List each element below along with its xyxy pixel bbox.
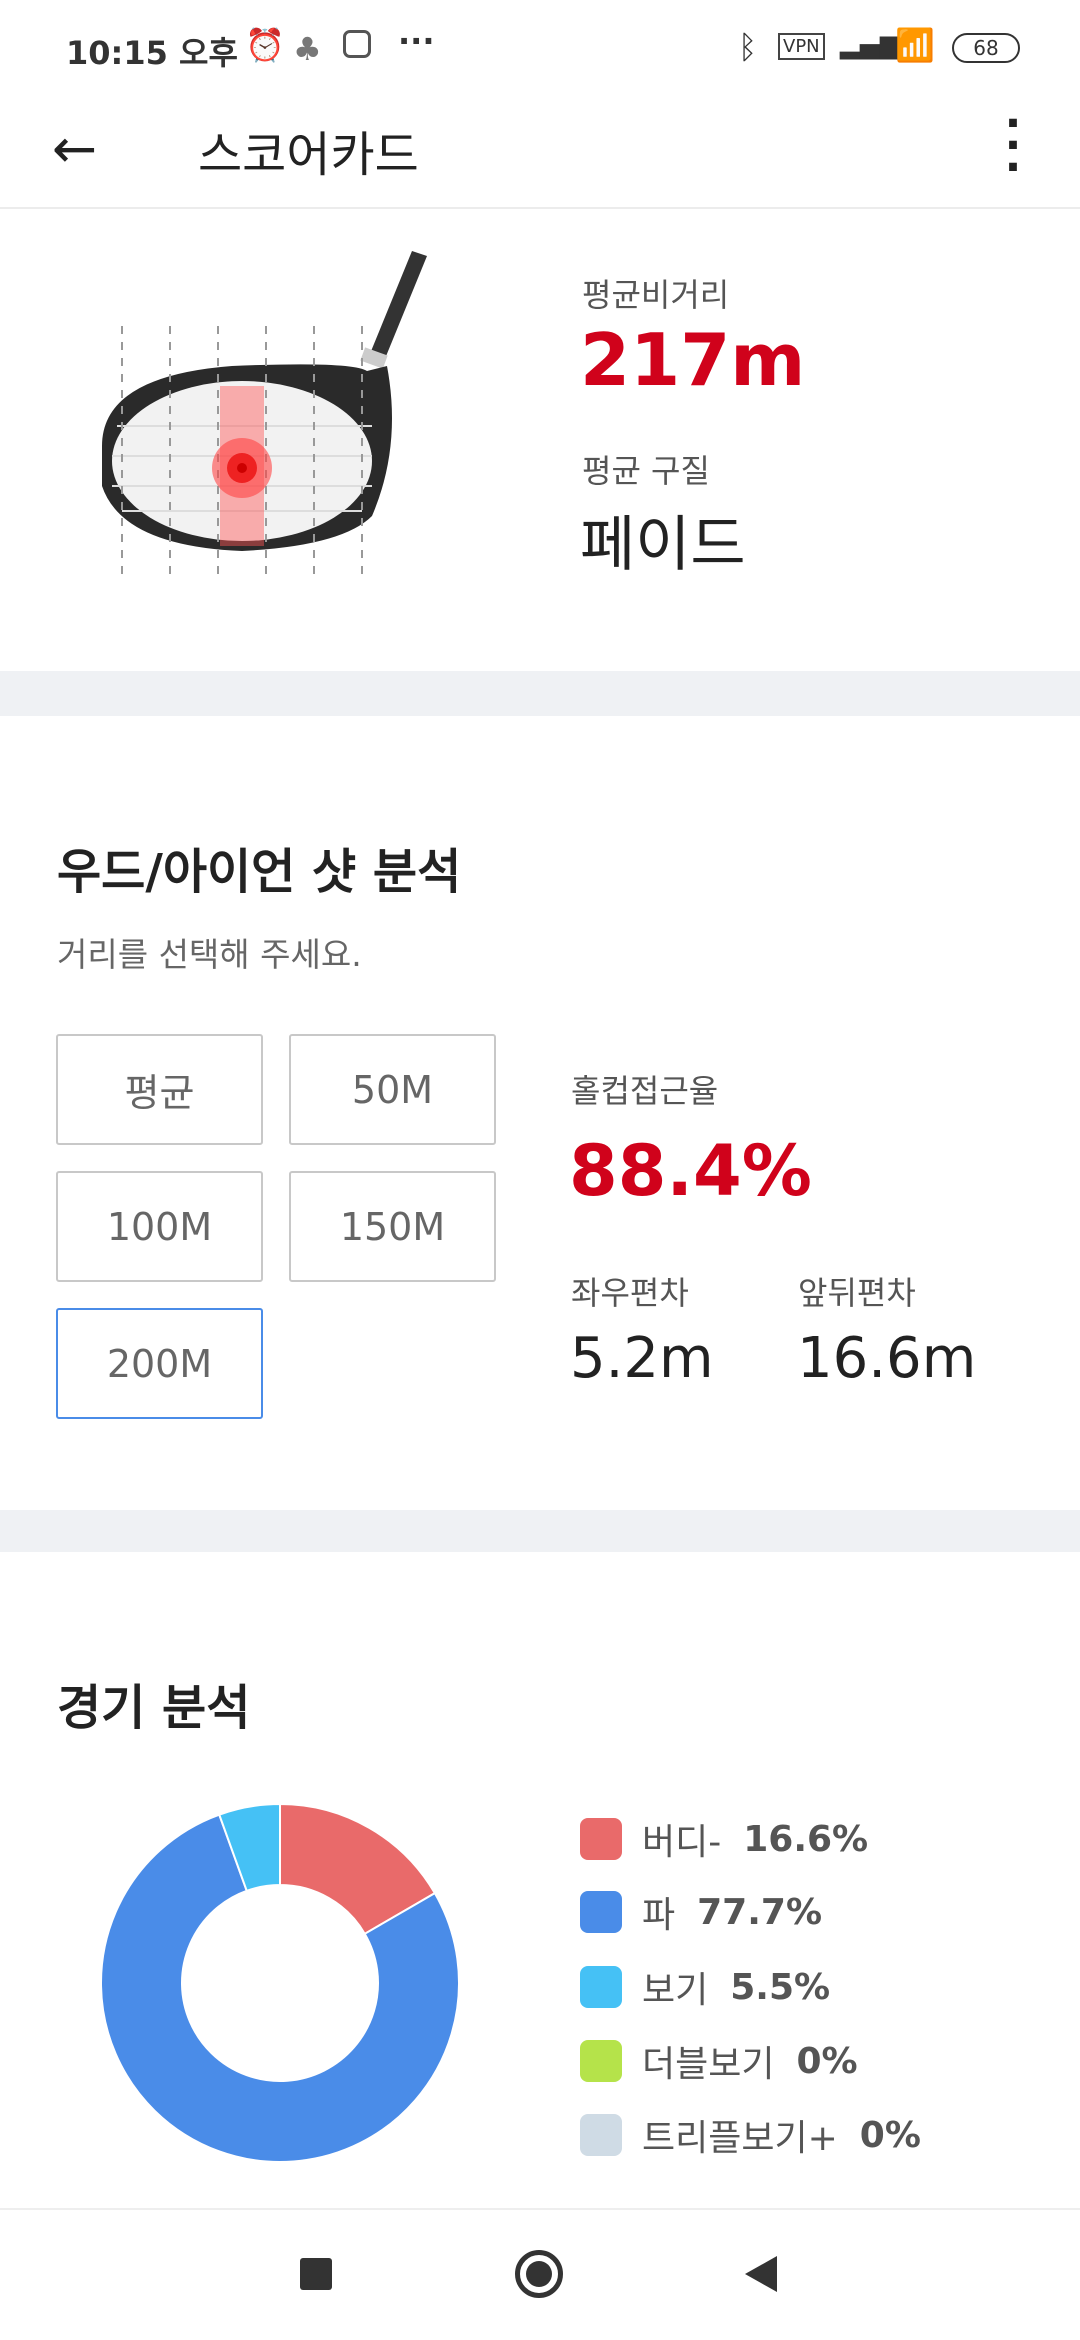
legend-value: 5.5% [730, 1966, 831, 2008]
back-triangle-icon[interactable] [745, 2256, 777, 2292]
section-divider [0, 671, 1080, 716]
club-face-image [82, 246, 432, 576]
more-icon: ··· [398, 22, 435, 60]
legend-swatch [580, 1891, 622, 1933]
legend-label: 버디- [642, 1822, 722, 1863]
more-vertical-icon[interactable]: · · · [1004, 98, 1022, 193]
home-circle-icon[interactable] [515, 2250, 563, 2298]
distance-button-200m[interactable]: 200M [56, 1308, 263, 1419]
shot-analysis-subtitle: 거리를 선택해 주세요. [57, 935, 362, 974]
legend-label: 더블보기 [642, 2044, 775, 2085]
app-icon: ♣ [293, 30, 322, 68]
legend-swatch [580, 2114, 622, 2156]
legend-value: 77.7% [697, 1891, 823, 1933]
status-bar: 10:15 오후 ⏰ ♣ ··· ᛒ VPN ▂▄▆ 📶 68 [0, 0, 1080, 95]
legend-item: 파 77.7% [580, 1887, 822, 1937]
status-time: 10:15 오후 [66, 34, 238, 72]
alarm-icon: ⏰ [245, 26, 285, 64]
score-donut-chart [100, 1802, 460, 2163]
lr-deviation-label: 좌우편차 [571, 1274, 689, 1312]
distance-button-100m[interactable]: 100M [56, 1171, 263, 1282]
lr-deviation-value: 5.2m [570, 1326, 714, 1391]
vpn-icon: VPN [778, 33, 825, 60]
nav-divider [0, 2208, 1080, 2210]
legend-item: 트리플보기+ 0% [580, 2110, 921, 2160]
distance-button-50m[interactable]: 50M [289, 1034, 496, 1145]
legend-swatch [580, 1818, 622, 1860]
legend-value: 16.6% [743, 1818, 869, 1860]
legend-swatch [580, 1966, 622, 2008]
signal-icon: ▂▄▆ [840, 30, 900, 60]
legend-value: 0% [796, 2040, 858, 2082]
legend-item: 보기 5.5% [580, 1962, 830, 2012]
legend-item: 더블보기 0% [580, 2036, 858, 2086]
bluetooth-icon: ᛒ [738, 28, 758, 66]
page-title: 스코어카드 [198, 127, 419, 183]
approach-label: 홀컵접근율 [571, 1072, 719, 1110]
avg-distance-label: 평균비거리 [582, 276, 730, 314]
avg-shape-label: 평균 구질 [582, 452, 710, 490]
recents-square-icon[interactable] [300, 2258, 332, 2290]
legend-value: 0% [859, 2114, 921, 2156]
fb-deviation-value: 16.6m [797, 1326, 977, 1391]
fb-deviation-label: 앞뒤편차 [798, 1274, 916, 1312]
distance-button-150m[interactable]: 150M [289, 1171, 496, 1282]
instagram-icon [343, 30, 371, 58]
section-divider [0, 1510, 1080, 1552]
legend-label: 보기 [642, 1970, 709, 2011]
legend-swatch [580, 2040, 622, 2082]
legend-label: 파 [642, 1895, 676, 1936]
game-analysis-title: 경기 분석 [57, 1680, 251, 1736]
donut-slice-1 [100, 1813, 460, 2163]
shot-analysis-title: 우드/아이언 샷 분석 [57, 844, 462, 900]
battery-icon: 68 [952, 33, 1020, 63]
avg-distance-value: 217m [580, 318, 806, 402]
app-header: ← 스코어카드 · · · [0, 95, 1080, 209]
approach-value: 88.4% [569, 1130, 812, 1212]
donut-slice-2 [217, 1802, 281, 1893]
distance-button-avg[interactable]: 평균 [56, 1034, 263, 1145]
wifi-icon: 📶 [895, 26, 935, 64]
legend-label: 트리플보기+ [642, 2118, 838, 2159]
avg-shape-value: 페이드 [580, 510, 746, 580]
arrow-left-icon[interactable]: ← [52, 117, 98, 180]
legend-item: 버디- 16.6% [580, 1814, 868, 1864]
